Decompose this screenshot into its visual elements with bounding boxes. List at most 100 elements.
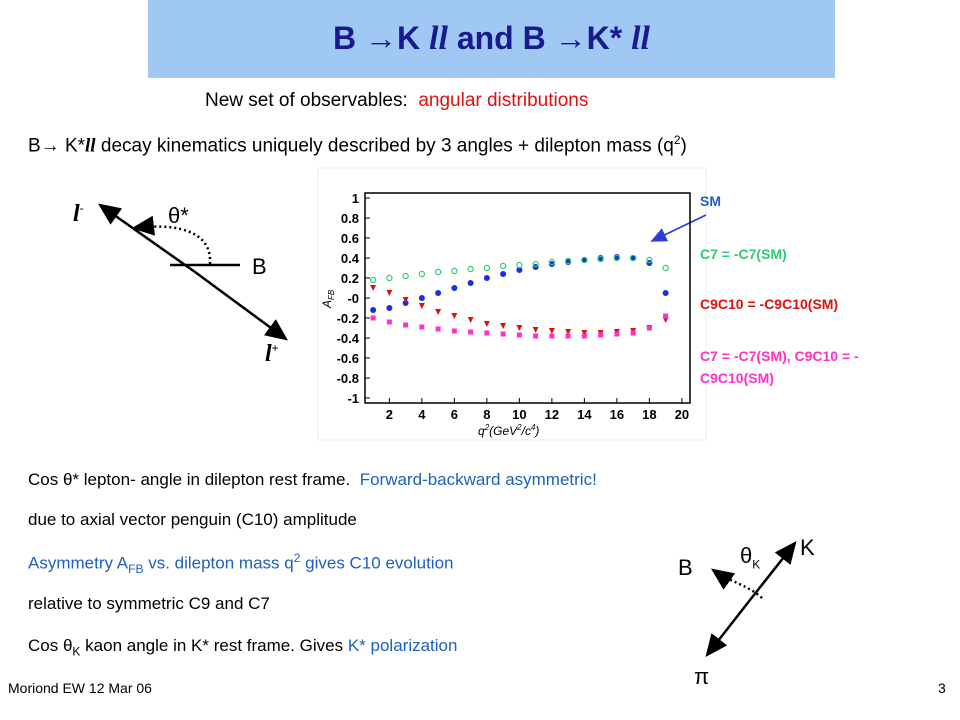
sm-pointer — [650, 214, 707, 242]
legend-entry: C7 = -C7(SM) — [700, 246, 787, 262]
point — [418, 270, 426, 278]
point — [451, 285, 458, 291]
point — [467, 265, 474, 273]
point — [581, 333, 587, 339]
point — [500, 271, 507, 277]
point — [451, 313, 458, 319]
y-axis-label: AFB — [320, 289, 336, 309]
point — [565, 333, 571, 339]
note: Cos θ* lepton- angle in dilepton rest fr… — [28, 470, 597, 489]
note: relative to symmetric C9 and C7 — [28, 594, 270, 613]
kinematics: B→ K*ll decay kinematics uniquely descri… — [28, 133, 687, 157]
point — [662, 290, 669, 296]
point — [386, 319, 392, 325]
point — [516, 332, 522, 338]
k-label: K — [800, 535, 815, 560]
point — [435, 290, 442, 296]
y-tick-label: 0.4 — [341, 251, 360, 266]
page-number: 3 — [938, 680, 946, 696]
point — [646, 325, 652, 331]
x-tick-label: 16 — [610, 407, 624, 422]
point — [516, 261, 523, 269]
point — [629, 254, 637, 262]
point — [663, 313, 669, 319]
x-axis-label-part: 4 — [531, 423, 536, 432]
x-tick-label: 12 — [545, 407, 559, 422]
note: Asymmetry AFB vs. dilepton mass q2 gives… — [28, 551, 454, 577]
point — [614, 331, 620, 337]
point — [467, 280, 474, 286]
point — [418, 303, 425, 309]
footer: Moriond EW 12 Mar 06 — [8, 680, 152, 696]
x-tick-label: 20 — [675, 407, 689, 422]
point — [451, 267, 458, 275]
pi-arrow — [705, 599, 751, 657]
note: due to axial vector penguin (C10) amplit… — [28, 510, 357, 529]
title: B →K ll and B →K* ll — [333, 20, 650, 57]
y-tick-label: 0.2 — [341, 271, 359, 286]
point — [516, 325, 523, 331]
b-label: B — [678, 555, 693, 580]
pi-label: π — [694, 664, 710, 689]
x-axis-label-part: 2 — [484, 423, 490, 432]
y-tick-label: 0.6 — [341, 231, 359, 246]
point — [500, 331, 506, 337]
point — [581, 330, 588, 336]
lepton-plus-arrow — [194, 270, 289, 341]
point — [597, 255, 604, 263]
point — [419, 324, 425, 330]
point — [468, 329, 474, 335]
y-tick-label: 1 — [352, 191, 359, 206]
point — [403, 322, 409, 328]
note: Cos θK kaon angle in K* rest frame. Give… — [28, 636, 458, 659]
point — [435, 309, 442, 315]
y-tick-label: -1 — [347, 391, 359, 406]
x-tick-label: 10 — [512, 407, 526, 422]
y-tick-label: 0.8 — [341, 211, 359, 226]
point — [500, 323, 507, 329]
y-tick-label: -0.8 — [337, 371, 359, 386]
point — [533, 333, 539, 339]
y-tick-label: -0.2 — [337, 311, 359, 326]
point — [548, 328, 555, 334]
x-tick-label: 6 — [451, 407, 458, 422]
x-axis-label-part: (GeV — [489, 424, 518, 438]
point — [483, 275, 490, 281]
point — [662, 264, 669, 272]
point — [369, 276, 377, 284]
lepton-minus-arrow — [97, 203, 196, 274]
point — [564, 257, 572, 265]
point — [532, 260, 539, 268]
y-axis-label-part: A — [320, 300, 334, 309]
point — [418, 295, 425, 301]
x-tick-label: 14 — [577, 407, 592, 422]
point — [613, 254, 621, 262]
point — [483, 264, 491, 272]
x-axis-label-part: q — [478, 424, 485, 438]
theta-label: θ* — [168, 203, 189, 228]
point — [434, 268, 442, 276]
point — [532, 327, 539, 333]
theta-k-arc — [710, 568, 763, 599]
y-axis-label-part: FB — [327, 289, 336, 300]
point — [484, 330, 490, 336]
point — [598, 332, 604, 338]
b-label: B — [252, 254, 267, 279]
point — [370, 315, 376, 321]
legend-entry: SM — [700, 193, 721, 209]
point — [386, 305, 393, 311]
point — [499, 262, 507, 270]
point — [516, 267, 523, 273]
y-tick-label: -0.4 — [337, 331, 360, 346]
point — [548, 258, 556, 266]
legend-entry: C7 = -C7(SM), C9C10 = -C9C10(SM) — [700, 348, 859, 386]
subtitle: New set of observables: angular distribu… — [205, 90, 589, 111]
point — [549, 333, 555, 339]
point — [451, 328, 457, 334]
y-tick-label: -0.6 — [337, 351, 359, 366]
point — [402, 272, 409, 280]
x-axis-label-part: 2 — [516, 423, 522, 432]
x-axis-label: q2(GeV2/c4) — [478, 423, 539, 438]
